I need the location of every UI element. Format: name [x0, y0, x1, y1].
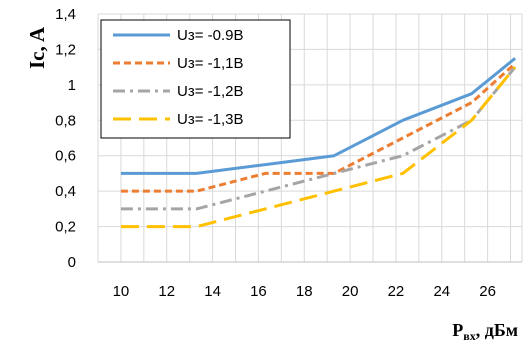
legend-label-3: Uз= -1,2В: [177, 83, 244, 100]
x-tick-label: 18: [296, 283, 313, 300]
x-axis-title: Pвх, дБм: [452, 320, 518, 343]
x-tick-label: 22: [388, 283, 405, 300]
legend-box: [100, 19, 291, 139]
x-tick-label: 10: [113, 283, 130, 300]
legend: Uз= -0.9В Uз= -1,1В Uз= -1,2В Uз= -1,3В: [100, 19, 291, 139]
series-line-1: [120, 57, 517, 175]
y-tick-label: 0,2: [55, 219, 76, 236]
series-line-4: [120, 66, 517, 229]
y-tick-label: 1,2: [55, 41, 76, 58]
y-tick-label: 1,4: [55, 6, 76, 23]
x-axis-title-main: P: [452, 320, 463, 340]
series-line-3: [120, 66, 517, 211]
x-tick-label: 20: [342, 283, 359, 300]
series-lines: [120, 57, 517, 229]
x-tick-label: 26: [479, 283, 496, 300]
y-tick-label: 1: [68, 77, 76, 94]
y-tick-label: 0,8: [55, 112, 76, 129]
y-axis-title: Ic, A: [25, 26, 49, 69]
y-tick-label: 0,6: [55, 148, 76, 165]
legend-label-1: Uз= -0.9В: [177, 27, 244, 44]
x-tick-label: 12: [158, 283, 175, 300]
y-tick-label: 0,4: [55, 183, 76, 200]
x-axis-title-sub: вх: [463, 329, 475, 343]
x-tick-label: 24: [433, 283, 450, 300]
x-tick-label: 16: [250, 283, 267, 300]
x-tick-label: 14: [204, 283, 221, 300]
y-tick-label: 0: [68, 254, 76, 271]
legend-label-4: Uз= -1,3В: [177, 111, 244, 128]
x-axis-title-unit: , дБм: [476, 320, 518, 340]
x-tick-labels: 10 12 14 16 18 20 22 24 26: [113, 283, 496, 300]
y-tick-labels: 0 0,2 0,4 0,6 0,8 1 1,2 1,4: [55, 6, 76, 271]
legend-label-2: Uз= -1,1В: [177, 55, 244, 72]
